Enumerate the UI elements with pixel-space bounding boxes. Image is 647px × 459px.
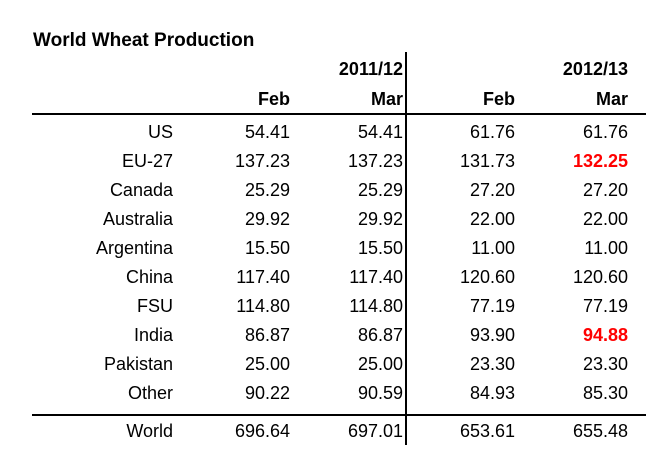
value-cell: 25.29 [357,180,403,200]
value-cell: 653.61 [459,421,515,441]
month-header-row: Feb Mar Feb Mar [0,85,628,113]
table-title: World Wheat Production [33,30,255,51]
value-cell: 23.30 [469,354,515,374]
value-cell: 15.50 [244,238,290,258]
value-cell: 131.73 [459,151,515,171]
value-cell: 77.19 [582,296,628,316]
table-row-australia: Australia 29.92 29.92 22.00 22.00 [0,205,628,234]
table-row-eu27: EU-27 137.23 137.23 131.73 132.25 [0,147,628,176]
table-row-fsu: FSU 114.80 114.80 77.19 77.19 [0,292,628,321]
row-label-cell: China [125,267,173,287]
year-group-2011-12: 2011/12 [338,58,403,79]
value-cell: 27.20 [582,180,628,200]
value-cell-highlighted: 132.25 [572,151,628,171]
value-cell: 23.30 [582,354,628,374]
row-label-cell: Canada [109,180,173,200]
row-label-cell: World [126,421,173,441]
row-label-cell: FSU [137,296,173,316]
value-cell: 90.59 [357,383,403,403]
value-cell: 25.00 [244,354,290,374]
value-cell: 120.60 [572,267,628,287]
value-cell: 29.92 [244,209,290,229]
column-header-mar-1: Mar [370,88,403,109]
table-row-pakistan: Pakistan 25.00 25.00 23.30 23.30 [0,350,628,379]
year-header-row: 2011/12 2012/13 [0,55,628,83]
value-cell: 120.60 [459,267,515,287]
value-cell: 61.76 [469,122,515,142]
value-cell: 29.92 [357,209,403,229]
value-cell: 84.93 [469,383,515,403]
value-cell: 15.50 [357,238,403,258]
row-label-cell: Pakistan [103,354,173,374]
value-cell: 86.87 [244,325,290,345]
value-cell: 54.41 [244,122,290,142]
column-header-feb-1: Feb [257,88,290,109]
row-label-cell: US [147,122,173,142]
value-cell: 93.90 [469,325,515,345]
table-row-world-total: World 696.64 697.01 653.61 655.48 [0,417,628,446]
row-label-cell: India [133,325,173,345]
table-row-china: China 117.40 117.40 120.60 120.60 [0,263,628,292]
value-cell: 22.00 [582,209,628,229]
value-cell: 137.23 [347,151,403,171]
row-label-cell: Australia [102,209,173,229]
table-row-india: India 86.87 86.87 93.90 94.88 [0,321,628,350]
value-cell: 117.40 [236,267,290,287]
value-cell: 27.20 [469,180,515,200]
total-separator-line [32,414,646,416]
value-cell: 61.76 [582,122,628,142]
row-label-cell: Other [127,383,173,403]
value-cell: 25.00 [357,354,403,374]
year-group-divider-line [405,52,407,445]
value-cell: 86.87 [357,325,403,345]
table-row-canada: Canada 25.29 25.29 27.20 27.20 [0,176,628,205]
value-cell: 25.29 [244,180,290,200]
value-cell: 114.80 [349,296,403,316]
value-cell: 655.48 [572,421,628,441]
year-group-2012-13: 2012/13 [562,58,628,79]
value-cell: 117.40 [349,267,403,287]
value-cell: 114.80 [236,296,290,316]
value-cell: 11.00 [471,238,515,258]
table-row-other: Other 90.22 90.59 84.93 85.30 [0,379,628,408]
value-cell-highlighted: 94.88 [582,325,628,345]
value-cell: 77.19 [469,296,515,316]
value-cell: 696.64 [234,421,290,441]
table-row-us: US 54.41 54.41 61.76 61.76 [0,118,628,147]
value-cell: 22.00 [469,209,515,229]
row-label-cell: Argentina [95,238,173,258]
column-header-mar-2: Mar [595,88,628,109]
value-cell: 11.00 [584,238,628,258]
value-cell: 85.30 [582,383,628,403]
row-label-cell: EU-27 [121,151,173,171]
column-header-feb-2: Feb [482,88,515,109]
table-row-argentina: Argentina 15.50 15.50 11.00 11.00 [0,234,628,263]
value-cell: 697.01 [347,421,403,441]
value-cell: 90.22 [244,383,290,403]
value-cell: 137.23 [234,151,290,171]
value-cell: 54.41 [357,122,403,142]
header-underline [32,113,646,115]
